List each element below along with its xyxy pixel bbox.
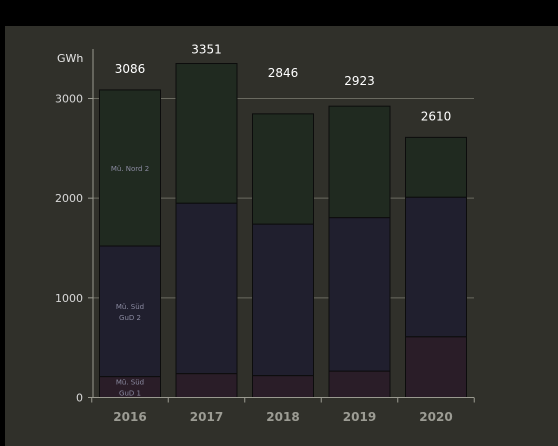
series-label: Mü. Nord 2 <box>111 165 149 173</box>
x-tick-label: 2018 <box>266 410 299 424</box>
bar-segment <box>328 217 391 372</box>
y-tick-label: 3000 <box>55 93 83 106</box>
bar-segment <box>175 373 238 398</box>
x-tick-label: 2016 <box>113 410 146 424</box>
x-tick-label: 2020 <box>419 410 452 424</box>
series-label: GuD 1 <box>119 390 141 398</box>
bar-segment <box>99 245 161 378</box>
x-tick-label: 2017 <box>190 410 223 424</box>
series-label: Mü. Süd <box>116 379 144 387</box>
x-tick-label: 2019 <box>343 410 376 424</box>
bar-segment <box>328 370 391 399</box>
x-tick-labels: 2016 2017 2018 2019 2020 <box>113 410 452 424</box>
data-label-total: 2923 <box>344 74 375 88</box>
y-axis-unit-label: GWh <box>57 52 83 65</box>
bar-segment <box>405 136 467 198</box>
segment-labels: Mü. Süd GuD 1 Mü. Süd GuD 2 Mü. Nord 2 <box>111 165 149 398</box>
bar-segment <box>99 89 161 247</box>
bar-segment <box>252 223 314 377</box>
bar-segment <box>175 202 238 375</box>
data-label-total: 2846 <box>268 66 299 80</box>
bar-segment <box>252 375 314 398</box>
data-label-total: 2610 <box>421 109 452 123</box>
bar-segment <box>405 196 467 338</box>
y-tick-label: 1000 <box>55 292 83 305</box>
bar-segment <box>252 113 314 225</box>
bar-segment <box>405 336 467 399</box>
series-label: Mü. Süd <box>116 303 144 311</box>
bar-segment <box>328 105 391 219</box>
y-tick-label: 0 <box>76 392 83 405</box>
data-label-total: 3086 <box>115 62 146 76</box>
bar-segment <box>175 63 238 204</box>
y-tick-labels: 0 1000 2000 3000 <box>55 93 83 405</box>
data-label-total: 3351 <box>191 43 222 57</box>
total-labels: 3086 3351 2846 2923 2610 <box>115 43 452 124</box>
bars <box>99 63 467 399</box>
series-label: GuD 2 <box>119 314 141 322</box>
y-tick-label: 2000 <box>55 192 83 205</box>
axes <box>88 49 475 403</box>
